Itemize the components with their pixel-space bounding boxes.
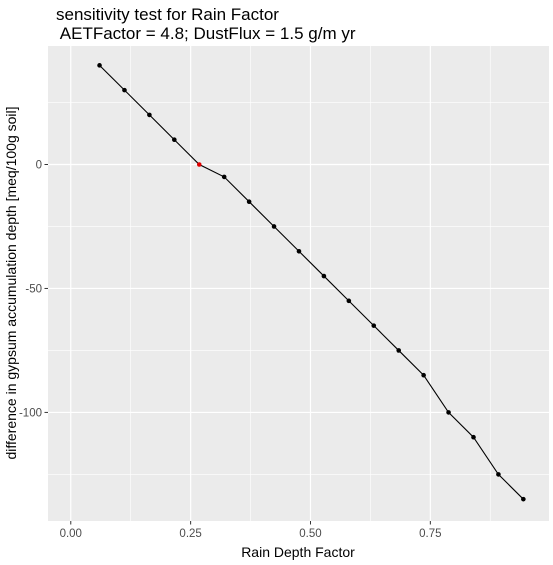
x-tick-label: 0.75 — [419, 528, 441, 540]
x-tick-label: 0.50 — [299, 528, 321, 540]
data-point — [296, 248, 302, 254]
y-tick-label: 0 — [36, 160, 42, 172]
data-point — [172, 137, 177, 143]
data-point — [271, 224, 277, 229]
grid-minor — [48, 46, 549, 521]
y-axis: 0 -50 -100 — [19, 160, 48, 419]
y-axis-title: difference in gypsum accumulation depth … — [3, 106, 19, 459]
data-point — [421, 372, 426, 378]
data-point — [97, 63, 102, 68]
data-point — [122, 87, 127, 93]
data-point — [521, 496, 526, 502]
chart-title: sensitivity test for Rain Factor — [56, 5, 279, 24]
x-axis-title: Rain Depth Factor — [241, 544, 355, 560]
data-point — [346, 298, 352, 304]
plot-panel — [48, 46, 549, 521]
data-point — [396, 348, 402, 353]
y-tick-label: -50 — [25, 283, 42, 295]
x-axis: 0.00 0.25 0.50 0.75 — [60, 521, 442, 540]
series-line — [99, 64, 524, 500]
data-point — [246, 199, 252, 204]
grid-major — [48, 46, 549, 521]
x-tick-label: 0.25 — [179, 528, 201, 540]
data-point — [446, 410, 451, 415]
data-point — [147, 112, 152, 118]
data-points — [97, 63, 526, 502]
data-point — [321, 273, 327, 279]
y-tick-label: -100 — [19, 407, 42, 419]
data-point — [496, 472, 501, 477]
chart-subtitle: AETFactor = 4.8; DustFlux = 1.5 g/m yr — [56, 24, 356, 43]
data-point — [221, 174, 227, 180]
highlight-point — [196, 162, 202, 167]
x-tick-label: 0.00 — [60, 528, 82, 540]
data-point — [371, 323, 377, 328]
data-point — [471, 434, 476, 440]
